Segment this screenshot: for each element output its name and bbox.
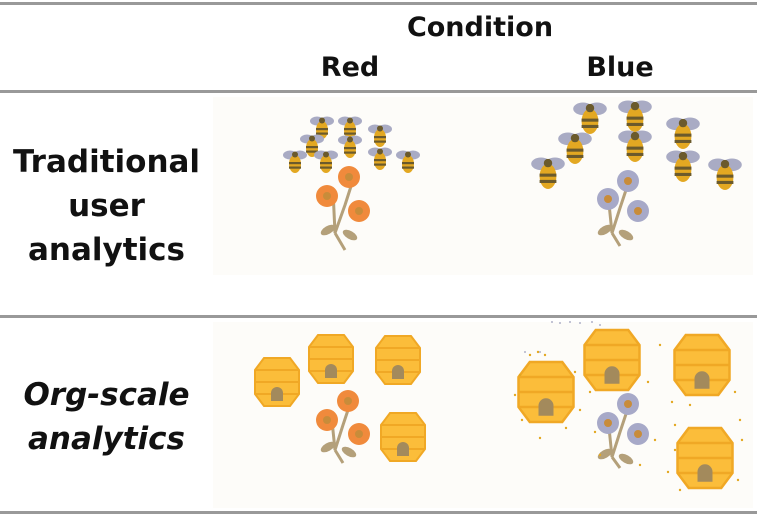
bee-icon — [368, 147, 392, 170]
flower-icon — [597, 393, 649, 469]
bee-speck-cloud — [513, 343, 744, 492]
bee-icon — [531, 157, 565, 189]
column-header-red: Red — [320, 52, 380, 83]
bee-icon — [618, 100, 652, 132]
row-label-line: user — [68, 188, 145, 224]
row-label-traditional: Traditional user analytics — [0, 140, 213, 272]
bottom-rule — [0, 511, 757, 514]
bee-icon — [618, 130, 652, 162]
bee-icon — [368, 124, 392, 147]
bee-icon — [338, 116, 362, 139]
row-label-line: Traditional — [12, 144, 201, 180]
panel-org-scale — [213, 322, 753, 508]
bee-icon — [708, 158, 742, 190]
beehive-icon — [583, 328, 641, 392]
bee-icon — [573, 102, 607, 134]
bee-icon — [283, 150, 307, 173]
bee-swarm-small — [283, 116, 420, 173]
header-rule — [0, 90, 757, 93]
bee-icon — [666, 150, 700, 182]
beehive-icon — [308, 334, 354, 384]
row-label-org-scale: Org-scale analytics — [0, 373, 213, 461]
bee-icon — [666, 117, 700, 149]
bee-icon — [558, 132, 592, 164]
flower-icon — [597, 170, 649, 247]
top-rule — [0, 2, 757, 5]
row-label-line: analytics — [27, 232, 185, 268]
bee-icon — [396, 150, 420, 173]
beehive-icon — [375, 335, 421, 385]
row-label-line: Org-scale — [23, 377, 190, 413]
beehive-icon — [380, 412, 426, 462]
bee-speck-trail — [524, 321, 601, 353]
condition-header: Condition — [406, 12, 554, 43]
bee-icon — [314, 150, 338, 173]
beehive-icon — [676, 426, 734, 490]
bee-icon — [338, 135, 362, 158]
flower-icon — [316, 166, 370, 251]
beehive-icon — [673, 333, 731, 397]
beehive-icon — [517, 360, 575, 424]
row-label-line: analytics — [27, 421, 185, 457]
flower-icon — [316, 390, 370, 464]
column-header-blue: Blue — [586, 52, 654, 83]
panel-traditional — [213, 97, 753, 275]
beehive-icon — [254, 357, 300, 407]
row-divider-rule — [0, 315, 757, 318]
